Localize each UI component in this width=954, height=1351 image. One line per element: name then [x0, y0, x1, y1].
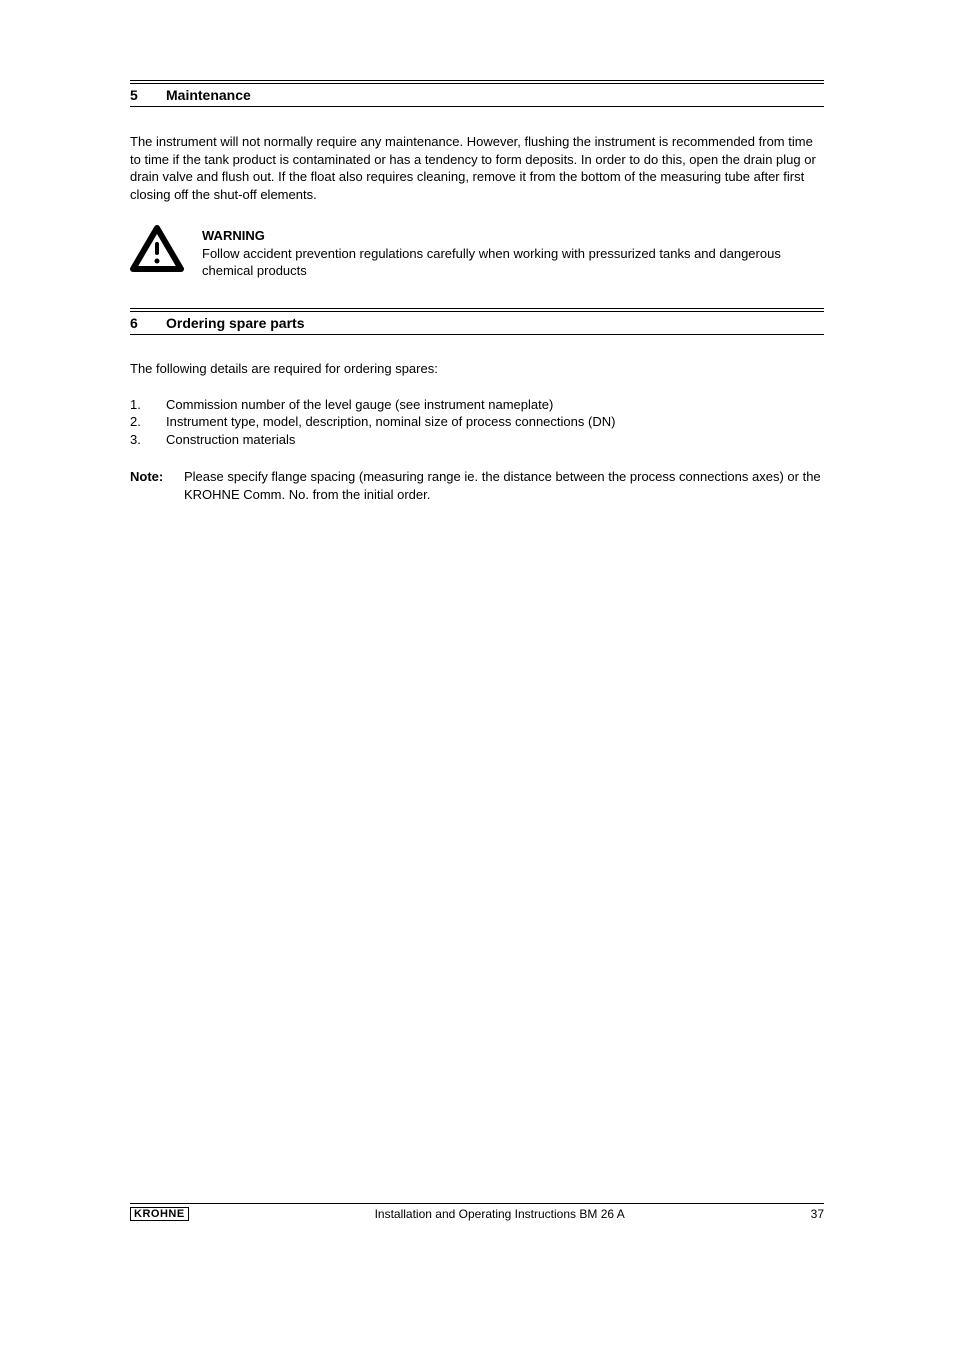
krohne-logo: KROHNE [130, 1207, 189, 1221]
note-text: Please specify flange spacing (measuring… [184, 468, 824, 503]
section-6-heading: 6 Ordering spare parts [130, 311, 824, 335]
spares-list: 1. Commission number of the level gauge … [130, 396, 824, 449]
section-6-intro: The following details are required for o… [130, 361, 824, 376]
footer-title: Installation and Operating Instructions … [375, 1207, 625, 1221]
list-num: 1. [130, 396, 166, 414]
warning-text-block: WARNING Follow accident prevention regul… [202, 225, 824, 280]
section-6-title: Ordering spare parts [166, 315, 305, 331]
warning-icon [130, 225, 184, 273]
list-item: 1. Commission number of the level gauge … [130, 396, 824, 414]
section-6: 6 Ordering spare parts The following det… [130, 308, 824, 504]
list-item: 3. Construction materials [130, 431, 824, 449]
page-number: 37 [811, 1207, 824, 1221]
section-5-number: 5 [130, 87, 166, 103]
section-5-body: The instrument will not normally require… [130, 133, 824, 203]
list-num: 3. [130, 431, 166, 449]
page-container: 5 Maintenance The instrument will not no… [0, 0, 954, 1351]
page-footer: KROHNE Installation and Operating Instru… [130, 1203, 824, 1221]
warning-label: WARNING [202, 227, 824, 245]
footer-content: KROHNE Installation and Operating Instru… [130, 1204, 824, 1221]
section-6-number: 6 [130, 315, 166, 331]
list-item: 2. Instrument type, model, description, … [130, 413, 824, 431]
warning-block: WARNING Follow accident prevention regul… [130, 225, 824, 280]
note-label: Note: [130, 468, 184, 503]
list-text: Instrument type, model, description, nom… [166, 413, 615, 431]
section-5-title: Maintenance [166, 87, 251, 103]
section-6-top-rule [130, 308, 824, 309]
section-5-heading: 5 Maintenance [130, 83, 824, 107]
list-text: Commission number of the level gauge (se… [166, 396, 553, 414]
top-rule [130, 80, 824, 81]
list-num: 2. [130, 413, 166, 431]
warning-text: Follow accident prevention regulations c… [202, 245, 824, 280]
note-block: Note: Please specify flange spacing (mea… [130, 468, 824, 503]
list-text: Construction materials [166, 431, 295, 449]
